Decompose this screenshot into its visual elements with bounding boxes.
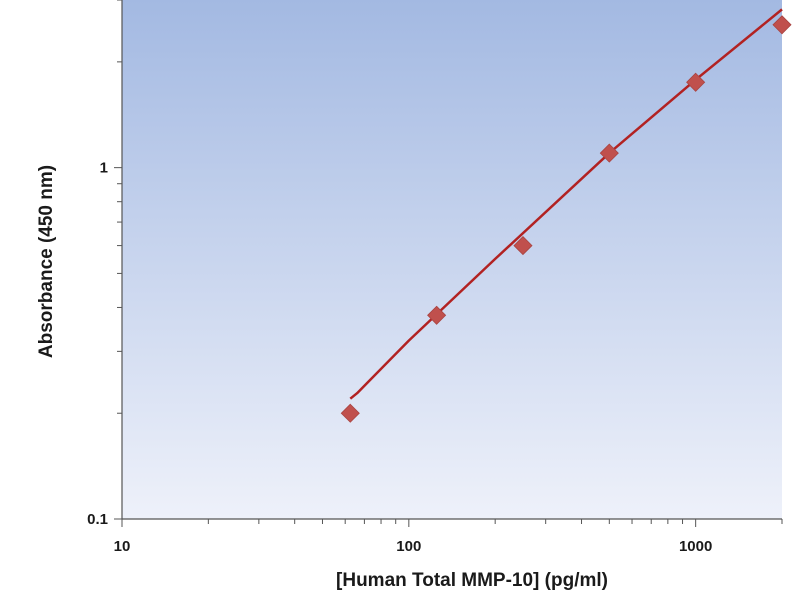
y-tick-label: 0.1 [87,511,108,528]
data-points [340,15,792,423]
data-point-diamond [686,72,706,92]
x-tick-label: 100 [396,538,421,555]
data-point-diamond [340,403,360,423]
data-point-diamond [599,143,619,163]
x-axis-title: [Human Total MMP-10] (pg/ml) [336,570,608,591]
x-tick-label: 1000 [679,538,712,555]
data-point-diamond [513,236,533,256]
x-tick-label: 10 [114,538,131,555]
y-axis-title: Absorbance (450 nm) [36,165,57,358]
tick-labels: 10 100 1000 0.1 1 [87,160,712,555]
data-point-diamond [772,15,792,35]
y-tick-label: 1 [100,160,108,177]
data-point-diamond [427,305,447,325]
plot-area [122,0,782,519]
axes [114,0,783,527]
